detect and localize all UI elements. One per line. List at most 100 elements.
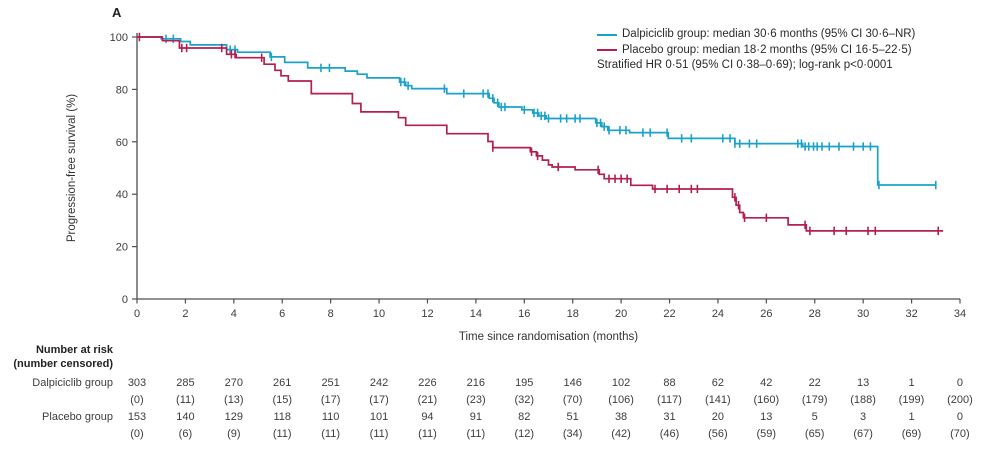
km-chart: 0 2 4 6 8 10 12 14 16 18 20 22 24 26 28 30 32 34020406080… <box>66 32 966 343</box>
at-risk-count-cell: 38 <box>614 411 628 423</box>
dalpiciclib-censored-row: (0) (11) (13) (15) (17) (17) (21) (23) (32) (70) (… <box>113 394 982 407</box>
at-risk-count-cell: 270 <box>224 377 243 389</box>
at-risk-count-cell: 102 <box>611 377 631 389</box>
x-tick-label: 34 <box>954 308 966 320</box>
at-risk-count-cell: 1 <box>908 377 915 389</box>
y-tick-label: 40 <box>116 189 128 201</box>
risk-row-label-dalpiciclib: Dalpiciclib group <box>32 377 113 389</box>
censored-count-cell: (11) <box>369 428 389 440</box>
legend-item-dalpiciclib: Dalpiciclib group: median 30·6 months (9… <box>597 27 915 43</box>
censored-count-cell: (21) <box>417 394 438 406</box>
x-tick-label: 24 <box>712 308 724 320</box>
at-risk-count-cell: 22 <box>808 377 821 389</box>
censored-count-cell: (11) <box>418 428 437 440</box>
y-tick-label: 80 <box>116 84 128 96</box>
x-axis-label: Time since randomisation (months) <box>459 331 638 343</box>
at-risk-count-cell: 0 <box>956 377 963 389</box>
x-tick-label: 32 <box>905 308 917 320</box>
at-risk-count-cell: 13 <box>856 377 870 389</box>
at-risk-count-cell: 285 <box>176 377 195 389</box>
legend-label-placebo: Placebo group: median 18·2 months (95% C… <box>622 43 912 56</box>
y-tick-label: 100 <box>110 32 128 44</box>
censored-count-cell: (0) <box>130 394 144 406</box>
censored-count-cell: (141) <box>705 394 731 406</box>
censored-count-cell: (23) <box>466 394 486 406</box>
censored-count-cell: (0) <box>130 428 144 440</box>
censored-count-cell: (106) <box>608 394 634 406</box>
dalpiciclib-at-risk-row: 303 285 270 261 251 242 226 216 195 146 102 88 62 42 2… <box>113 377 982 390</box>
censored-count-cell: (70) <box>950 428 970 440</box>
censored-count-cell: (65) <box>804 428 825 440</box>
x-tick-label: 26 <box>760 308 772 320</box>
censored-count-cell: (34) <box>562 428 583 440</box>
legend-stats-note: Stratified HR 0·51 (95% CI 0·38–0·69); l… <box>597 59 893 71</box>
censored-count-cell: (17) <box>320 394 341 406</box>
legend-swatch-dalpiciclib-icon <box>597 33 617 36</box>
x-tick-label: 4 <box>231 308 237 320</box>
y-tick-label: 0 <box>122 294 128 306</box>
legend: Dalpiciclib group: median 30·6 months (9… <box>597 27 915 74</box>
at-risk-count-cell: 13 <box>760 411 773 423</box>
x-tick-label: 14 <box>470 308 482 320</box>
x-tick-label: 0 <box>134 308 140 320</box>
censored-count-cell: (11) <box>176 394 195 406</box>
at-risk-count-cell: 140 <box>176 411 195 423</box>
at-risk-count-cell: 62 <box>711 377 724 389</box>
at-risk-count-cell: 42 <box>760 377 773 389</box>
placebo-at-risk-row: 153 140 129 118 110 101 94 91 82 51 38 31 20 13 5 3 1 0 <box>113 411 982 424</box>
risk-row-label-placebo: Placebo group <box>42 411 113 423</box>
x-tick-label: 30 <box>857 308 869 320</box>
censored-count-cell: (56) <box>708 428 728 440</box>
at-risk-count-cell: 110 <box>321 411 340 423</box>
panel-label: A <box>112 5 122 20</box>
at-risk-count-cell: 82 <box>518 411 531 423</box>
at-risk-count-cell: 251 <box>321 377 340 389</box>
at-risk-count-cell: 303 <box>127 377 147 389</box>
censored-count-cell: (67) <box>853 428 873 440</box>
x-tick-label: 8 <box>328 308 334 320</box>
at-risk-count-cell: 216 <box>466 377 486 389</box>
at-risk-count-cell: 91 <box>469 411 482 423</box>
x-tick-label: 28 <box>809 308 821 320</box>
legend-item-placebo: Placebo group: median 18·2 months (95% C… <box>597 43 915 59</box>
x-tick-label: 20 <box>615 308 627 320</box>
x-tick-label: 18 <box>567 308 579 320</box>
censored-count-cell: (12) <box>514 428 535 440</box>
x-tick-label: 10 <box>373 308 385 320</box>
risk-table-header-line2: (number censored) <box>13 358 113 370</box>
risk-table-header-line1: Number at risk <box>35 344 113 356</box>
x-tick-label: 16 <box>518 308 530 320</box>
at-risk-count-cell: 51 <box>566 411 579 423</box>
censored-count-cell: (46) <box>659 428 680 440</box>
at-risk-count-cell: 3 <box>860 411 867 423</box>
censored-count-cell: (6) <box>178 428 193 440</box>
censored-count-cell: (9) <box>227 428 241 440</box>
at-risk-count-cell: 261 <box>273 377 292 389</box>
censored-count-cell: (69) <box>901 428 922 440</box>
x-tick-label: 6 <box>279 308 285 320</box>
x-tick-label: 12 <box>421 308 433 320</box>
legend-swatch-placebo-icon <box>597 49 617 52</box>
censored-count-cell: (199) <box>898 394 925 406</box>
censored-count-cell: (70) <box>562 394 583 406</box>
censored-count-cell: (17) <box>369 394 389 406</box>
censored-count-cell: (188) <box>850 394 876 406</box>
at-risk-count-cell: 0 <box>956 411 963 423</box>
censored-count-cell: (179) <box>801 394 828 406</box>
censored-count-cell: (15) <box>272 394 292 406</box>
at-risk-count-cell: 242 <box>369 377 389 389</box>
at-risk-count-cell: 129 <box>224 411 243 423</box>
at-risk-count-cell: 31 <box>663 411 676 423</box>
censored-count-cell: (13) <box>224 394 244 406</box>
x-tick-label: 2 <box>182 308 188 320</box>
at-risk-count-cell: 226 <box>418 377 437 389</box>
at-risk-count-cell: 195 <box>515 377 534 389</box>
x-tick-label: 22 <box>663 308 675 320</box>
censored-count-cell: (200) <box>947 394 973 406</box>
at-risk-count-cell: 118 <box>273 411 291 423</box>
y-tick-label: 20 <box>116 242 128 254</box>
placebo-censored-row: (0) (6) (9) (11) (11) (11) (11) (11) (12) (34) (42… <box>113 428 982 441</box>
y-axis-label: Progression-free survival (%) <box>66 94 78 242</box>
censored-count-cell: (42) <box>611 428 631 440</box>
